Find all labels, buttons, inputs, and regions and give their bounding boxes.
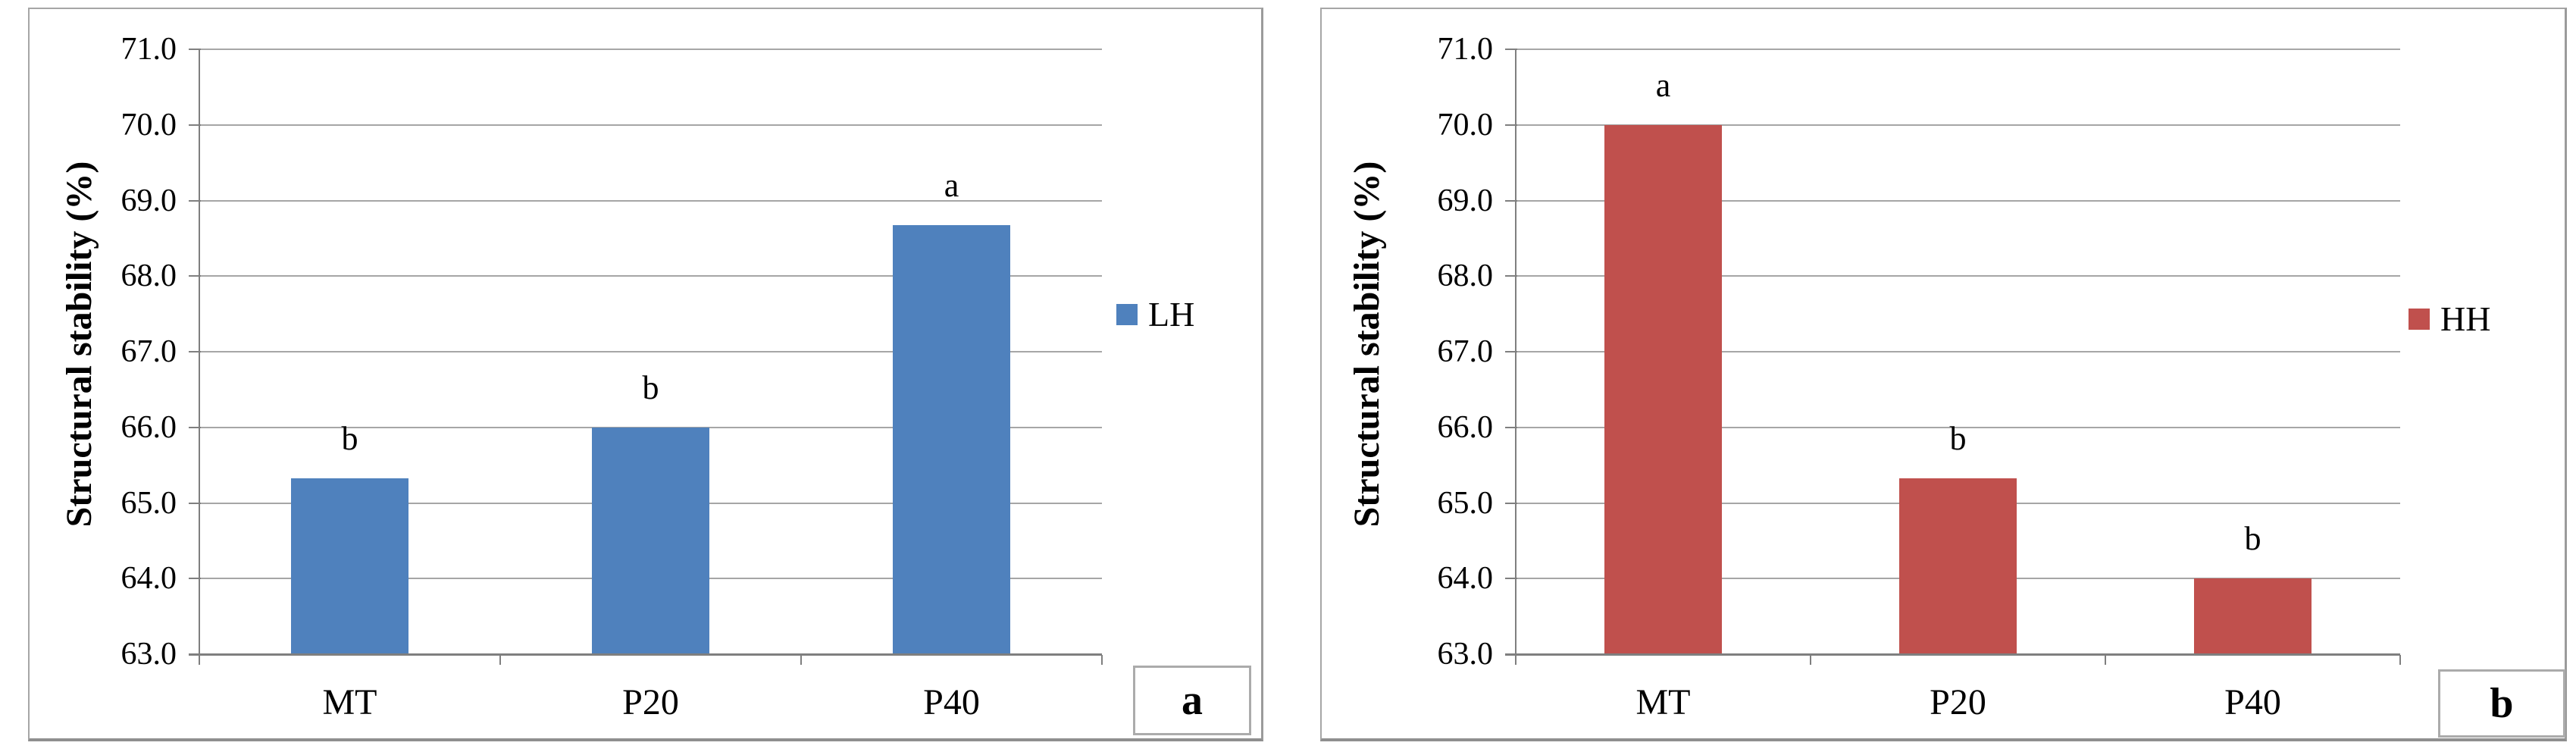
x-tick-label: MT <box>1635 682 1691 722</box>
y-axis-tick <box>1505 49 1517 50</box>
legend-lh: LH <box>1116 294 1194 335</box>
legend-hh: HH <box>2409 299 2490 340</box>
gridline <box>1516 275 2400 277</box>
x-axis-tick <box>1101 655 1103 665</box>
x-axis-tick <box>2105 655 2106 665</box>
significance-letter: b <box>2244 520 2261 558</box>
y-tick-label: 69.0 <box>121 183 177 218</box>
y-axis-tick <box>189 426 201 428</box>
bar-p20 <box>592 427 709 654</box>
x-axis-line <box>189 653 1102 656</box>
x-axis-tick <box>800 655 802 665</box>
bar-mt <box>291 478 408 654</box>
x-axis-line <box>1505 653 2400 656</box>
panel-letter-box-b: b <box>2438 669 2565 738</box>
panel-letter: a <box>1182 677 1203 724</box>
chart-panel-a: Structural stability (%) LH a 63.0 64.0 65… <box>28 8 1263 741</box>
y-tick-label: 63.0 <box>1437 637 1494 672</box>
y-axis-tick <box>189 502 201 504</box>
y-tick-label: 68.0 <box>121 258 177 294</box>
legend-label: LH <box>1148 295 1195 334</box>
y-tick-label: 70.0 <box>121 107 177 143</box>
y-tick-label: 64.0 <box>121 561 177 597</box>
x-tick-label: P40 <box>2224 682 2281 722</box>
y-axis-tick <box>1505 199 1517 202</box>
x-tick-label: P40 <box>923 682 980 722</box>
bar-p20 <box>1899 478 2017 654</box>
y-axis-tick <box>189 578 201 580</box>
legend-label: HH <box>2440 299 2491 338</box>
gridline <box>199 49 1102 50</box>
y-axis-tick <box>189 199 201 202</box>
significance-letter: a <box>1655 66 1671 104</box>
y-tick-label: 68.0 <box>1437 258 1494 294</box>
y-tick-label: 65.0 <box>121 485 177 521</box>
gridline <box>199 124 1102 126</box>
bar-mt <box>1604 124 1722 654</box>
legend-swatch-icon <box>1116 304 1138 325</box>
x-tick-label: P20 <box>622 682 679 722</box>
y-axis-line <box>1515 49 1516 665</box>
y-axis-tick <box>1505 351 1517 352</box>
legend-swatch-icon <box>2409 309 2430 330</box>
y-axis-tick <box>1505 275 1517 277</box>
y-axis-tick <box>189 351 201 352</box>
y-axis-tick <box>1505 578 1517 580</box>
x-axis-tick <box>1810 655 1811 665</box>
y-tick-label: 71.0 <box>1437 32 1494 67</box>
bar-p40 <box>893 225 1010 654</box>
significance-letter: b <box>341 419 358 457</box>
gridline <box>1516 351 2400 352</box>
gridline <box>1516 426 2400 428</box>
y-tick-label: 65.0 <box>1437 485 1494 521</box>
gridline <box>199 275 1102 277</box>
y-tick-label: 67.0 <box>121 334 177 369</box>
significance-letter: b <box>642 368 659 406</box>
y-tick-label: 70.0 <box>1437 107 1494 143</box>
panel-letter-box-a: a <box>1133 666 1251 735</box>
y-tick-label: 64.0 <box>1437 561 1494 597</box>
y-tick-label: 66.0 <box>121 409 177 445</box>
x-tick-label: P20 <box>1930 682 1986 722</box>
gridline <box>1516 124 2400 126</box>
y-tick-label: 63.0 <box>121 637 177 672</box>
y-tick-label: 69.0 <box>1437 183 1494 218</box>
significance-letter: a <box>944 167 959 205</box>
chart-panel-b: Structural stability (%) HH b 63.0 64.0 65… <box>1320 8 2567 741</box>
gridline <box>1516 49 2400 50</box>
y-tick-label: 71.0 <box>121 32 177 67</box>
y-tick-label: 67.0 <box>1437 334 1494 369</box>
gridline <box>1516 199 2400 202</box>
y-tick-label: 66.0 <box>1437 409 1494 445</box>
gridline <box>199 199 1102 202</box>
bar-p40 <box>2194 578 2312 654</box>
y-axis-tick <box>189 124 201 126</box>
y-axis-tick <box>1505 502 1517 504</box>
y-axis-tick <box>189 275 201 277</box>
panel-letter: b <box>2490 680 2514 727</box>
x-axis-tick <box>2399 655 2401 665</box>
y-axis-tick <box>1505 426 1517 428</box>
significance-letter: b <box>1949 419 1967 457</box>
y-axis-line <box>199 49 200 665</box>
y-axis-tick <box>189 49 201 50</box>
x-axis-tick <box>499 655 501 665</box>
x-tick-label: MT <box>322 682 377 722</box>
gridline <box>199 351 1102 352</box>
y-axis-tick <box>1505 124 1517 126</box>
